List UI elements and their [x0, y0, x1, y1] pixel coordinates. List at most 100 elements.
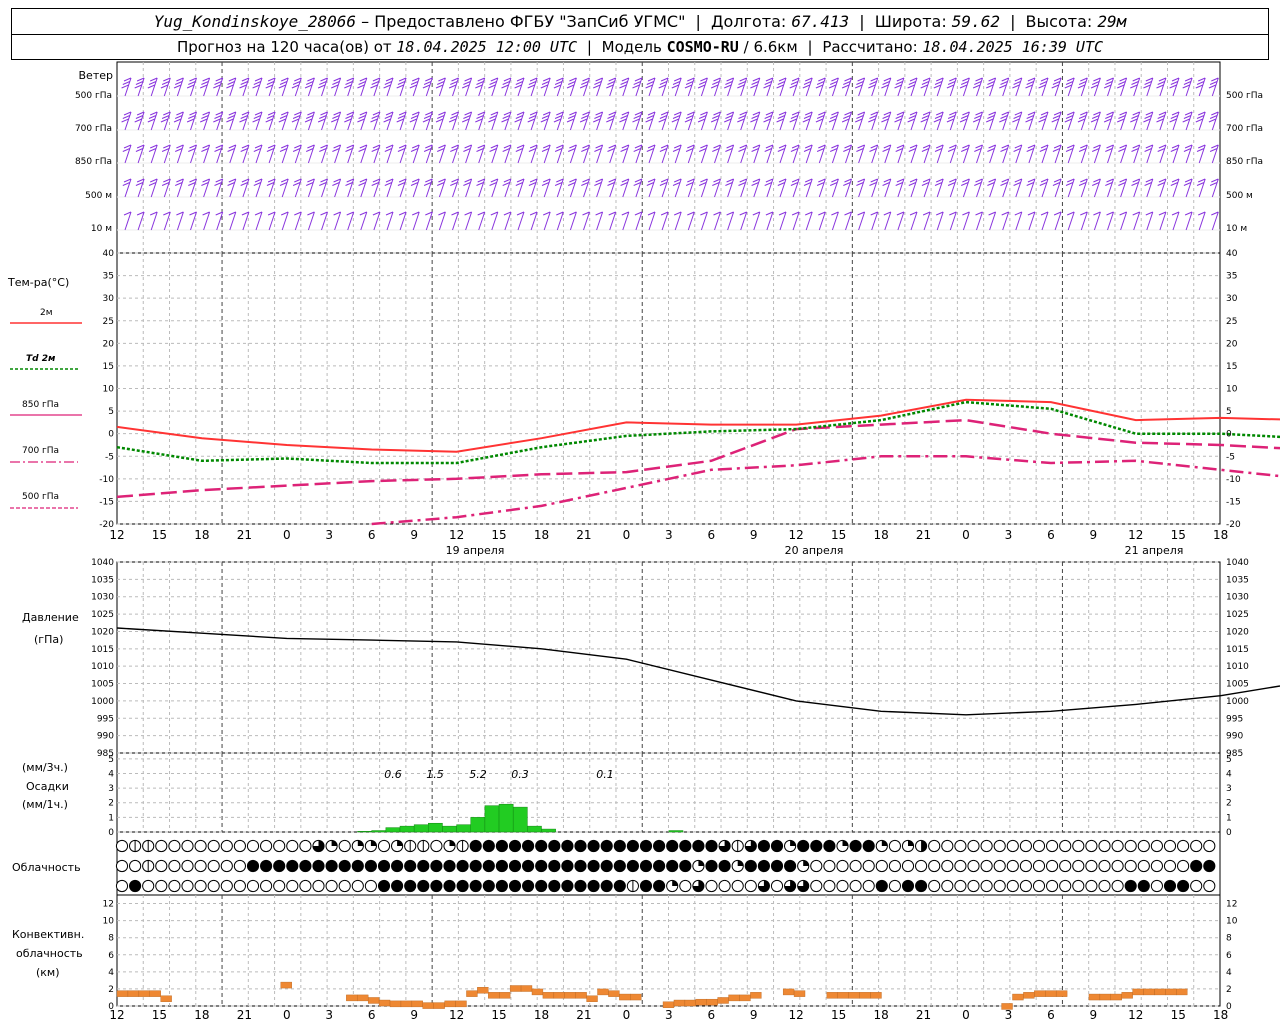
wind-barb-feather	[1119, 211, 1127, 216]
wind-barb-feather	[306, 148, 314, 152]
wind-barb	[645, 111, 656, 131]
cloud-symbol	[757, 839, 771, 853]
wind-barb-feather	[1144, 148, 1152, 152]
wind-barb-feather	[200, 84, 208, 89]
convective-bar	[280, 981, 292, 989]
wind-barb	[173, 77, 184, 97]
wind-barb	[148, 144, 158, 164]
temp-tick-right: 15	[1226, 362, 1237, 372]
wind-barb-feather	[671, 118, 679, 123]
wind-barb-feather	[281, 111, 289, 116]
wind-barb-feather	[1170, 115, 1178, 119]
lon-label: Долгота:	[711, 12, 787, 31]
wind-barb	[502, 144, 512, 164]
wind-barb-feather	[687, 178, 695, 183]
wind-barb	[974, 178, 983, 198]
pressure-tick-right: 1025	[1226, 610, 1249, 620]
wind-barb-staff	[858, 211, 866, 231]
wind-barb-feather	[134, 84, 142, 89]
wind-barb-feather	[1013, 148, 1021, 152]
cloud-symbol	[600, 879, 613, 893]
wind-barb-feather	[201, 115, 209, 119]
wind-barb-feather	[515, 182, 523, 186]
wind-barb-staff	[1159, 111, 1167, 131]
cloud-symbol	[456, 879, 469, 893]
wind-barb-feather	[725, 148, 733, 152]
wind-barb-feather	[438, 211, 446, 216]
wind-barb-staff	[845, 211, 852, 231]
wind-barb	[554, 178, 564, 198]
wind-barb-feather	[228, 178, 236, 183]
wind-barb-feather	[1196, 81, 1205, 85]
wind-barb-feather	[1067, 144, 1075, 149]
wind-barb	[947, 144, 957, 164]
cloud-symbol	[1072, 859, 1085, 873]
wind-barb-feather	[1093, 111, 1101, 116]
wind-barb	[317, 111, 328, 131]
wind-barb-staff	[150, 111, 158, 131]
wind-barb-feather	[1211, 178, 1219, 183]
convective-bar	[750, 992, 762, 999]
x-tick-label: 15	[831, 528, 846, 542]
wind-barb	[358, 178, 368, 198]
wind-barb	[581, 178, 590, 198]
wind-barb	[239, 111, 250, 131]
wind-barb-feather	[776, 118, 784, 123]
wind-barb-feather	[595, 144, 603, 149]
wind-barb	[1051, 77, 1062, 97]
wind-barb-feather	[228, 211, 236, 216]
precip-bar	[527, 825, 542, 833]
wind-barb	[383, 111, 394, 131]
precip-tick-right: 4	[1226, 769, 1232, 779]
wind-barb-feather	[291, 118, 300, 123]
wind-barb-feather	[384, 81, 392, 85]
wind-barb-feather	[961, 182, 969, 186]
wind-barb-feather	[844, 77, 852, 82]
wind-barb-staff	[949, 77, 957, 97]
x-tick-label: 0	[623, 528, 631, 542]
wind-barb-staff	[412, 77, 420, 97]
model-name: COSMO-RU	[666, 38, 739, 56]
wind-barb-feather	[831, 77, 839, 82]
wind-barb-feather	[1144, 115, 1152, 119]
convective-bar	[1143, 988, 1155, 996]
wind-barb	[857, 211, 866, 231]
cloud-symbol	[941, 839, 954, 853]
wind-barb-feather	[1105, 81, 1113, 85]
wind-barb-feather	[412, 111, 420, 116]
x-tick-label-bottom: 12	[109, 1008, 124, 1022]
wind-barb	[1039, 144, 1049, 164]
temp-tick-right: -10	[1226, 475, 1241, 485]
convective-bar	[575, 992, 587, 999]
wind-barb	[1065, 144, 1075, 164]
wind-barb-feather	[425, 178, 433, 183]
wind-barb-feather	[1025, 118, 1033, 123]
cloud-symbol-3q	[784, 880, 796, 892]
wind-barb-feather	[621, 144, 629, 149]
wind-barb-staff	[897, 178, 905, 198]
wind-barb	[135, 144, 145, 164]
wind-barb-feather	[241, 144, 250, 149]
wind-barb-staff	[1002, 111, 1010, 131]
wind-barb-feather	[215, 178, 223, 183]
wind-barb-feather	[870, 211, 878, 216]
wind-barb-staff	[687, 211, 695, 231]
wind-barb	[1026, 178, 1036, 198]
wind-barb-feather	[372, 178, 381, 183]
wind-barb-feather	[896, 144, 905, 149]
wind-barb	[738, 178, 748, 198]
day-label: 19 апреля	[446, 544, 505, 557]
cloud-symbol	[1124, 859, 1137, 873]
cloud-symbol	[1177, 839, 1190, 853]
wind-barb	[409, 111, 420, 131]
cloud-symbol	[181, 839, 194, 853]
wind-barb	[488, 77, 499, 97]
wind-barb-staff	[281, 178, 289, 198]
wind-barb-feather	[791, 211, 800, 216]
wind-barb-feather	[134, 118, 142, 123]
wind-barb-feather	[568, 182, 576, 186]
cloud-symbol	[522, 839, 535, 853]
wind-barb-feather	[371, 182, 379, 186]
precip-bar	[484, 805, 500, 833]
wind-barb-staff	[910, 211, 918, 231]
